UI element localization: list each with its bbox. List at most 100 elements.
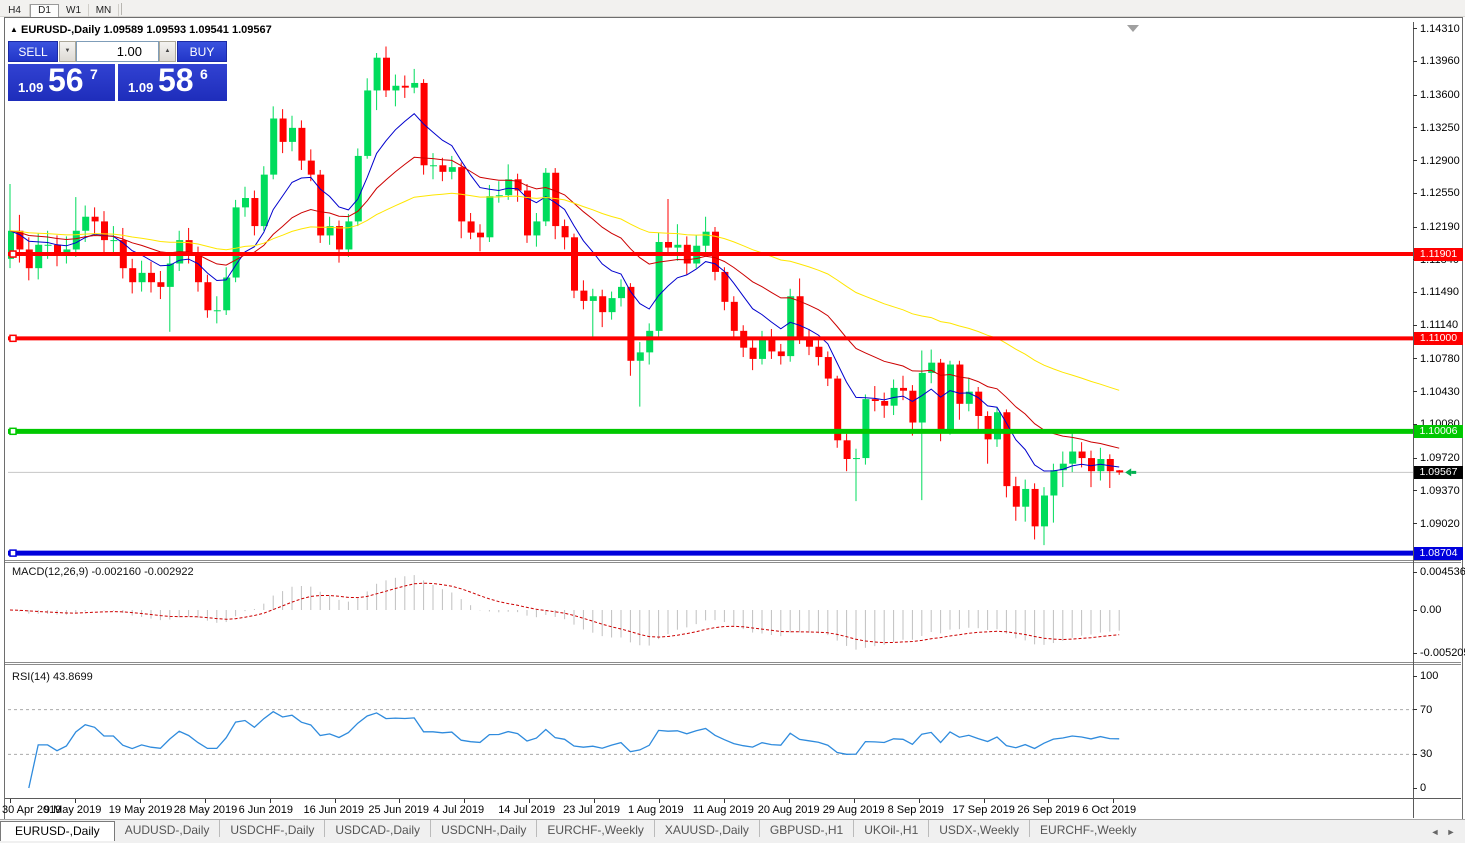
price-chart-canvas[interactable] (8, 22, 1413, 559)
hline-object-1.08704[interactable] (8, 549, 1413, 557)
pane-splitter[interactable] (5, 662, 1461, 663)
date-label: 6 Jun 2019 (238, 804, 294, 816)
macd-pane-label: MACD(12,26,9) -0.002160 -0.002922 (12, 566, 194, 578)
price-tick (1413, 490, 1417, 492)
date-label: 6 Oct 2019 (1082, 804, 1137, 816)
chart-tab-eurchf--weekly[interactable]: EURCHF-,Weekly (536, 820, 653, 837)
date-tick (1048, 799, 1050, 803)
date-tick (1113, 799, 1115, 803)
date-label: 9 May 2019 (43, 804, 102, 816)
chart-quote-values: 1.09589 1.09593 1.09541 1.09567 (103, 24, 272, 36)
pane-splitter[interactable] (5, 664, 1461, 665)
timeframe-button-d1[interactable]: D1 (30, 4, 59, 18)
one-click-trading-widget: SELL ▼ ▲ BUY 1.09 56 7 1.09 58 6 (8, 41, 227, 101)
hline-object-1.11901[interactable] (8, 250, 1413, 258)
toolbar-separator (121, 2, 122, 15)
price-axis-label: 1.13250 (1420, 121, 1460, 134)
date-tick (399, 799, 401, 803)
timeframe-button-h4[interactable]: H4 (0, 4, 30, 18)
date-tick (10, 799, 11, 803)
macd-indicator-canvas[interactable] (8, 563, 1413, 661)
timeframe-button-mn[interactable]: MN (89, 4, 119, 18)
chart-tab-eurusd--daily[interactable]: EURUSD-,Daily (0, 821, 115, 841)
date-tick (139, 799, 141, 803)
price-tick (1413, 94, 1417, 96)
macd-tick (1413, 571, 1417, 573)
hline-object-1.10006[interactable] (8, 427, 1413, 436)
macd-tick (1413, 609, 1417, 611)
tabbar-scroll-right-icon[interactable]: ► (1446, 827, 1456, 837)
price-tick (1413, 324, 1417, 326)
chart-tab-xauusd--daily[interactable]: XAUUSD-,Daily (653, 820, 759, 837)
ema-fast-line (9, 113, 1120, 472)
price-axis-label: 1.11490 (1420, 286, 1459, 299)
date-tick (918, 799, 920, 803)
price-tick (1413, 160, 1417, 162)
price-tick (1413, 358, 1417, 360)
date-tick (269, 799, 271, 803)
price-tick (1413, 523, 1417, 525)
buy-button[interactable]: BUY (177, 41, 227, 62)
price-axis-label: 1.12550 (1420, 187, 1460, 200)
chart-tab-eurchf--weekly[interactable]: EURCHF-,Weekly (1029, 820, 1146, 837)
date-label: 29 Aug 2019 (822, 804, 885, 816)
macd-signal-line (9, 582, 1120, 644)
chart-title: ▲ EURUSD-,Daily 1.09589 1.09593 1.09541 … (10, 24, 272, 36)
chart-tab-usdcad--daily[interactable]: USDCAD-,Daily (324, 820, 430, 837)
current-price-arrow-icon (1125, 468, 1137, 477)
macd-tick (1413, 652, 1417, 654)
price-axis-label: 1.11140 (1420, 319, 1459, 332)
pane-splitter[interactable] (5, 560, 1461, 561)
date-tick (594, 799, 596, 803)
macd-axis-label: 0.004536 (1420, 566, 1465, 579)
chart-tab-usdchf--daily[interactable]: USDCHF-,Daily (219, 820, 324, 837)
chart-tab-usdx--weekly[interactable]: USDX-,Weekly (928, 820, 1029, 837)
buy-price-panel[interactable]: 1.09 58 6 (118, 62, 227, 101)
chart-tab-gbpusd--h1[interactable]: GBPUSD-,H1 (758, 820, 853, 837)
rsi-indicator-canvas[interactable] (8, 665, 1413, 798)
price-tick (1413, 291, 1417, 293)
collapse-triangle-icon[interactable]: ▲ (10, 25, 18, 34)
volume-input[interactable] (76, 41, 159, 62)
date-label: 17 Sep 2019 (952, 804, 1015, 816)
price-tick (1413, 423, 1417, 425)
volume-increase-button[interactable]: ▲ (159, 41, 176, 62)
hline-object-1.11000[interactable] (8, 334, 1413, 343)
sell-price-big: 56 (48, 62, 84, 98)
sell-price-panel[interactable]: 1.09 56 7 (8, 62, 115, 101)
macd-axis-label: 0.00 (1420, 604, 1442, 616)
chart-tab-ukoil--h1[interactable]: UKOil-,H1 (853, 820, 928, 837)
chart-tab-usdcnh--daily[interactable]: USDCNH-,Daily (430, 820, 536, 837)
rsi-line (28, 710, 1120, 789)
date-label: 14 Jul 2019 (498, 804, 556, 816)
pane-splitter[interactable] (5, 562, 1461, 563)
price-axis-label: 1.12190 (1420, 221, 1460, 234)
date-label: 30 Apr 2019 (2, 804, 62, 816)
chart-tab-audusd--daily[interactable]: AUDUSD-,Daily (124, 823, 210, 837)
chart-symbol-label: EURUSD-,Daily (20, 24, 101, 36)
price-axis-label: 1.09720 (1420, 452, 1460, 465)
date-tick (334, 799, 336, 803)
date-label: 23 Jul 2019 (563, 804, 620, 816)
buy-price-sup: 6 (200, 66, 208, 82)
buy-price-prefix: 1.09 (128, 80, 154, 95)
ema-slow-line (9, 192, 1120, 391)
sell-button[interactable]: SELL (8, 41, 58, 62)
price-tick (1413, 127, 1417, 129)
chart-shift-marker-icon[interactable] (1127, 25, 1139, 32)
timeframe-button-w1[interactable]: W1 (59, 4, 89, 18)
date-label: 20 Aug 2019 (757, 804, 820, 816)
price-axis-label: 1.14310 (1420, 22, 1460, 35)
date-tick (464, 799, 466, 803)
date-label: 19 May 2019 (108, 804, 173, 816)
tabbar-scroll-left-icon[interactable]: ◄ (1430, 827, 1440, 837)
date-label: 4 Jul 2019 (433, 804, 485, 816)
rsi-tick (1413, 753, 1417, 755)
price-line-label: 1.10006 (1414, 424, 1463, 438)
price-tick (1413, 457, 1417, 459)
date-tick (74, 799, 76, 803)
volume-decrease-button[interactable]: ▼ (59, 41, 76, 62)
price-axis-label: 1.13600 (1420, 89, 1460, 102)
chart-window-frame (4, 17, 1463, 820)
